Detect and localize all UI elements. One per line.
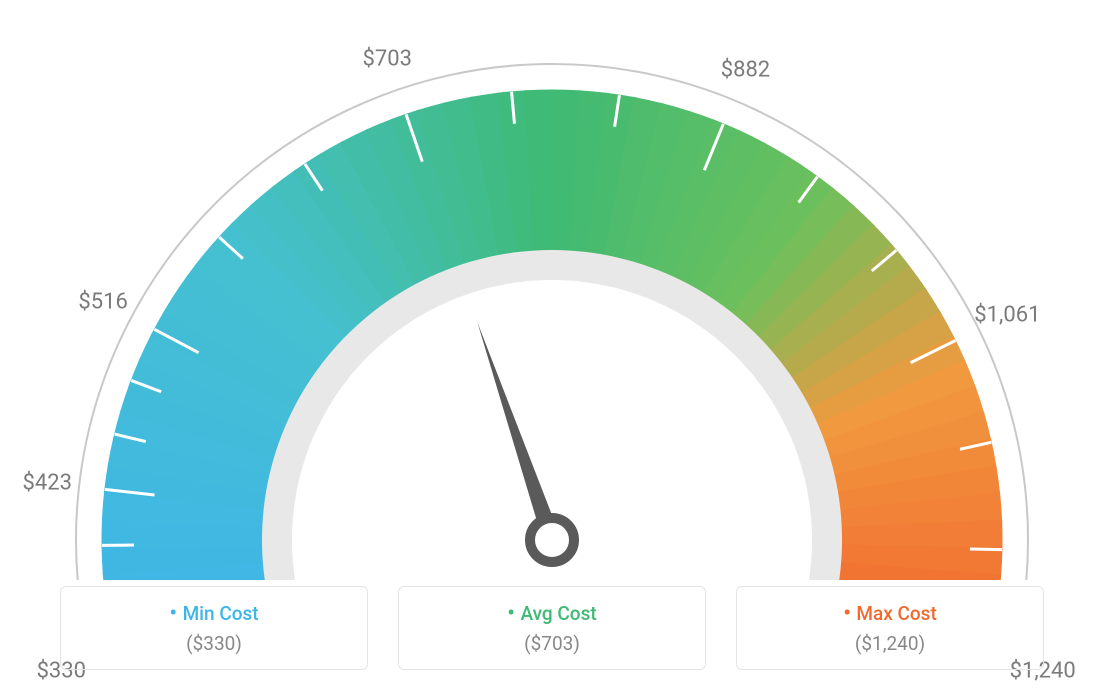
min-cost-value: ($330)	[81, 632, 347, 655]
avg-cost-title: Avg Cost	[419, 601, 685, 626]
cost-gauge: $330$423$516$703$882$1,061$1,240	[0, 20, 1104, 580]
gauge-tick-label: $882	[721, 58, 770, 83]
avg-cost-value: ($703)	[419, 632, 685, 655]
gauge-tick-label: $423	[22, 470, 71, 495]
max-cost-box: Max Cost ($1,240)	[736, 586, 1044, 670]
min-cost-box: Min Cost ($330)	[60, 586, 368, 670]
max-cost-title: Max Cost	[757, 601, 1023, 626]
avg-cost-box: Avg Cost ($703)	[398, 586, 706, 670]
gauge-tick-label: $1,061	[974, 302, 1040, 327]
gauge-tick-label: $516	[78, 290, 127, 315]
max-cost-value: ($1,240)	[757, 632, 1023, 655]
gauge-tick-label: $703	[363, 47, 412, 72]
gauge-svg	[0, 20, 1104, 580]
min-cost-title: Min Cost	[81, 601, 347, 626]
summary-row: Min Cost ($330) Avg Cost ($703) Max Cost…	[0, 586, 1104, 670]
